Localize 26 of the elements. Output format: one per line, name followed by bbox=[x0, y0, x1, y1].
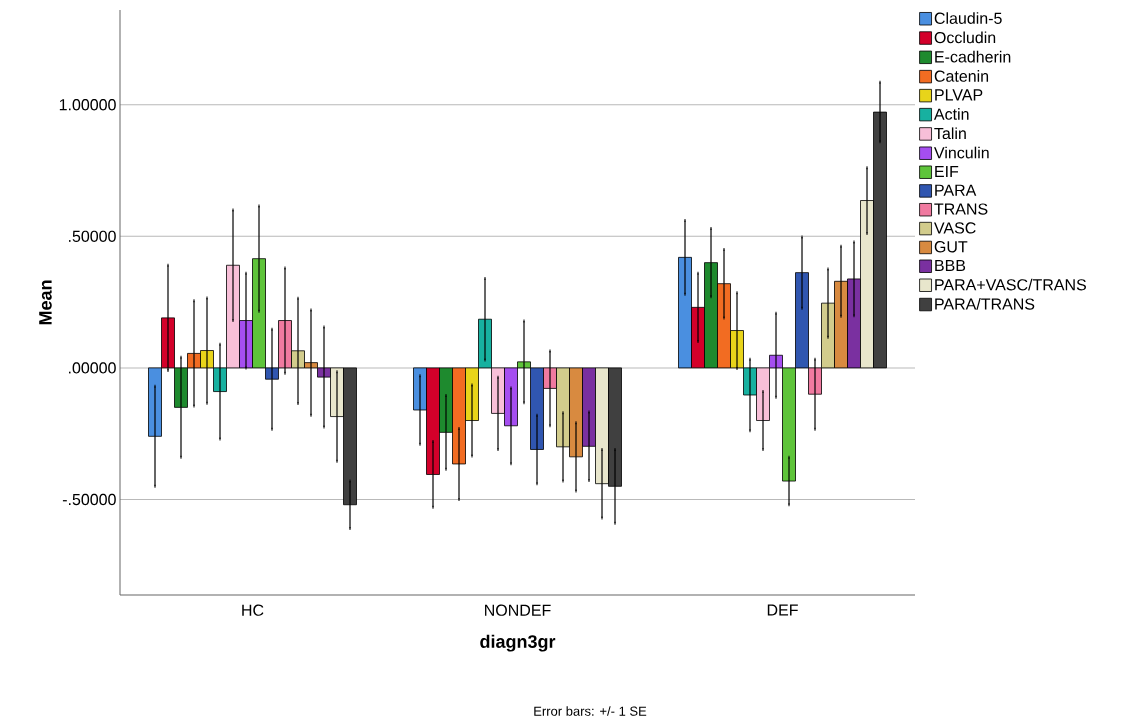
legend-label: VASC bbox=[934, 222, 976, 234]
legend-label: TRANS bbox=[934, 203, 988, 215]
legend-label: PARA+VASC/TRANS bbox=[935, 278, 1086, 291]
x-tick-label: HC bbox=[242, 604, 264, 616]
y-tick-label: -.50000 bbox=[62, 493, 116, 506]
legend-label: Catenin bbox=[934, 70, 989, 82]
y-axis-title: Mean bbox=[39, 280, 52, 325]
legend-label: GUT bbox=[934, 241, 968, 253]
y-tick-label: 1.00000 bbox=[59, 99, 116, 111]
legend-label: PARA/TRANS bbox=[935, 298, 1035, 310]
text: Error bars: +/- 1 SE bbox=[534, 706, 647, 716]
legend-label: Talin bbox=[934, 127, 966, 140]
y-tick-label: .00000 bbox=[68, 362, 116, 374]
legend-label: EIF bbox=[935, 165, 959, 177]
legend-label: PARA bbox=[935, 184, 977, 196]
legend-label: PLVAP bbox=[935, 89, 983, 101]
y-tick-label: .50000 bbox=[68, 230, 116, 242]
x-tick-label: DEF bbox=[767, 604, 798, 616]
legend-label: Claudin-5 bbox=[934, 12, 1002, 24]
x-axis-title: diagn3gr bbox=[480, 634, 556, 652]
x-tick-label: NONDEF bbox=[485, 604, 551, 616]
legend-label: BBB bbox=[935, 259, 966, 271]
legend-label: Actin bbox=[933, 108, 969, 120]
legend-label: E-cadherin bbox=[935, 50, 1011, 63]
legend-label: Vinculin bbox=[934, 146, 989, 159]
legend-label: Occludin bbox=[934, 31, 996, 44]
